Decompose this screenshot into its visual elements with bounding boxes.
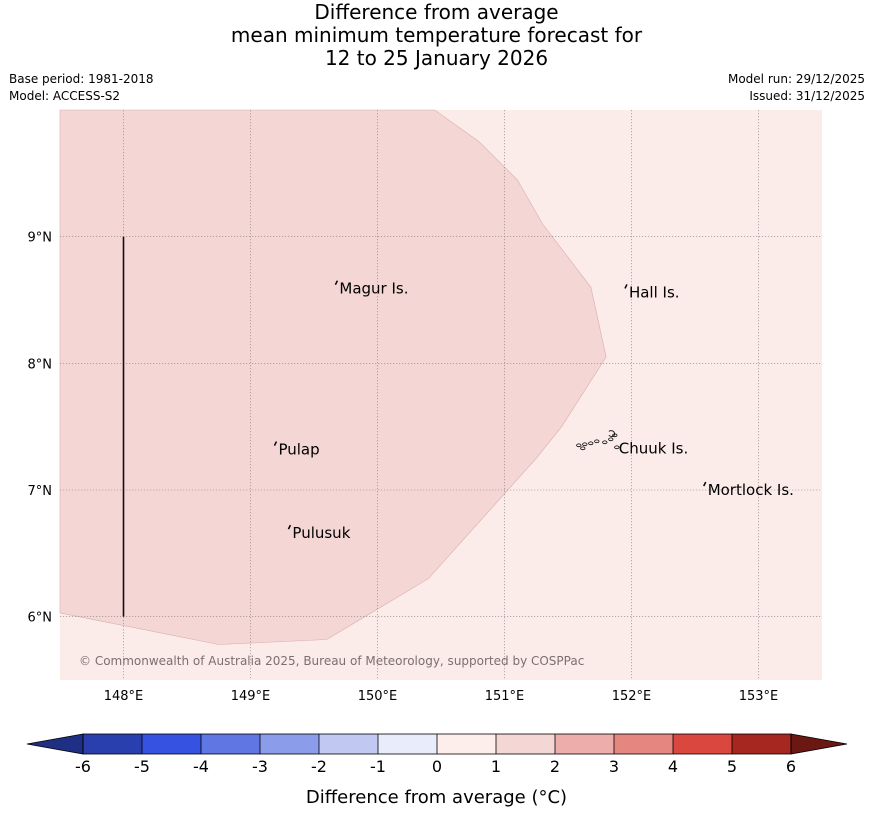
colorbar-tick-label: 6	[786, 757, 796, 776]
place-mortlock-is: Mortlock Is.	[703, 481, 794, 499]
lat-tick-label: 6°N	[28, 611, 53, 626]
colorbar-segment	[378, 734, 437, 754]
colorbar-segment	[673, 734, 732, 754]
island-shape	[588, 441, 594, 446]
colorbar-over-arrow	[790, 733, 848, 755]
anomaly-region	[59, 109, 607, 645]
colorbar-tick-label: 5	[727, 757, 737, 776]
lon-tick-label: 150°E	[358, 689, 398, 704]
island-shape	[273, 441, 278, 446]
place-label: Pulusuk	[292, 524, 350, 542]
island-shape	[582, 442, 588, 447]
colorbar-segment	[83, 734, 142, 754]
lat-tick-label: 8°N	[28, 357, 53, 372]
island-shape	[602, 440, 608, 445]
place-label: Magur Is.	[339, 280, 408, 298]
colorbar-segment	[732, 734, 791, 754]
colorbar-tick-label: -6	[75, 757, 91, 776]
colorbar-under-arrow	[26, 733, 84, 755]
lon-tick-label: 152°E	[612, 689, 652, 704]
place-pulap: Pulap	[273, 441, 320, 459]
colorbar-label: Difference from average (°C)	[305, 787, 568, 808]
island-shape	[608, 437, 614, 442]
island-shape	[580, 446, 586, 451]
colorbar-tick-label: 0	[432, 757, 442, 776]
place-hall-is: Hall Is.	[624, 283, 680, 301]
meta-right: Model run: 29/12/2025 Issued: 31/12/2025	[728, 71, 865, 105]
colorbar-tick-label: -1	[370, 757, 386, 776]
place-label: Mortlock Is.	[708, 481, 794, 499]
meta-left: Base period: 1981-2018 Model: ACCESS-S2	[9, 71, 154, 105]
colorbar-tick-label: 1	[491, 757, 501, 776]
lon-tick-label: 153°E	[739, 689, 779, 704]
colorbar-tick-label: -4	[193, 757, 209, 776]
place-label: Chuuk Is.	[619, 439, 688, 457]
colorbar-segment	[201, 734, 260, 754]
island-shape	[594, 439, 600, 444]
lon-tick-label: 151°E	[485, 689, 525, 704]
lat-tick-label: 9°N	[28, 231, 53, 246]
colorbar-tick-label: 3	[609, 757, 619, 776]
place-label: Pulap	[278, 441, 319, 459]
lon-tick-label: 149°E	[231, 689, 271, 704]
colorbar-segment	[142, 734, 201, 754]
colorbar-tick-label: 2	[550, 757, 560, 776]
colorbar-tick-label: -2	[311, 757, 327, 776]
colorbar-segment	[496, 734, 555, 754]
lon-tick-label: 148°E	[104, 689, 144, 704]
colorbar-tick-label: -3	[252, 757, 268, 776]
place-magur-is: Magur Is.	[334, 280, 409, 298]
title-line-1: Difference from average	[314, 0, 559, 24]
island-shape	[624, 284, 628, 289]
base-period-text: Base period: 1981-2018	[9, 72, 154, 86]
colorbar-segment	[614, 734, 673, 754]
colorbar-segment	[555, 734, 614, 754]
island-shape	[608, 430, 616, 437]
colorbar-segment	[260, 734, 319, 754]
island-shape	[703, 481, 707, 487]
title-line-2: mean minimum temperature forecast for	[230, 23, 643, 47]
island-shape	[334, 280, 339, 286]
lat-tick-label: 7°N	[28, 484, 53, 499]
place-chuuk-is: Chuuk Is.	[576, 430, 688, 457]
copyright-text: © Commonwealth of Australia 2025, Bureau…	[79, 654, 584, 668]
model-run-text: Model run: 29/12/2025	[727, 72, 865, 86]
issued-text: Issued: 31/12/2025	[749, 89, 865, 103]
colorbar-tick-label: 4	[668, 757, 678, 776]
island-shape	[614, 445, 620, 450]
place-label: Hall Is.	[629, 283, 680, 301]
model-text: Model: ACCESS-S2	[9, 89, 121, 103]
island-shape	[576, 443, 582, 448]
title-line-3: 12 to 25 January 2026	[324, 46, 549, 70]
place-pulusuk: Pulusuk	[287, 524, 351, 542]
colorbar-tick-label: -5	[134, 757, 150, 776]
island-shape	[287, 524, 292, 530]
colorbar-segment	[437, 734, 496, 754]
colorbar-segment	[319, 734, 378, 754]
